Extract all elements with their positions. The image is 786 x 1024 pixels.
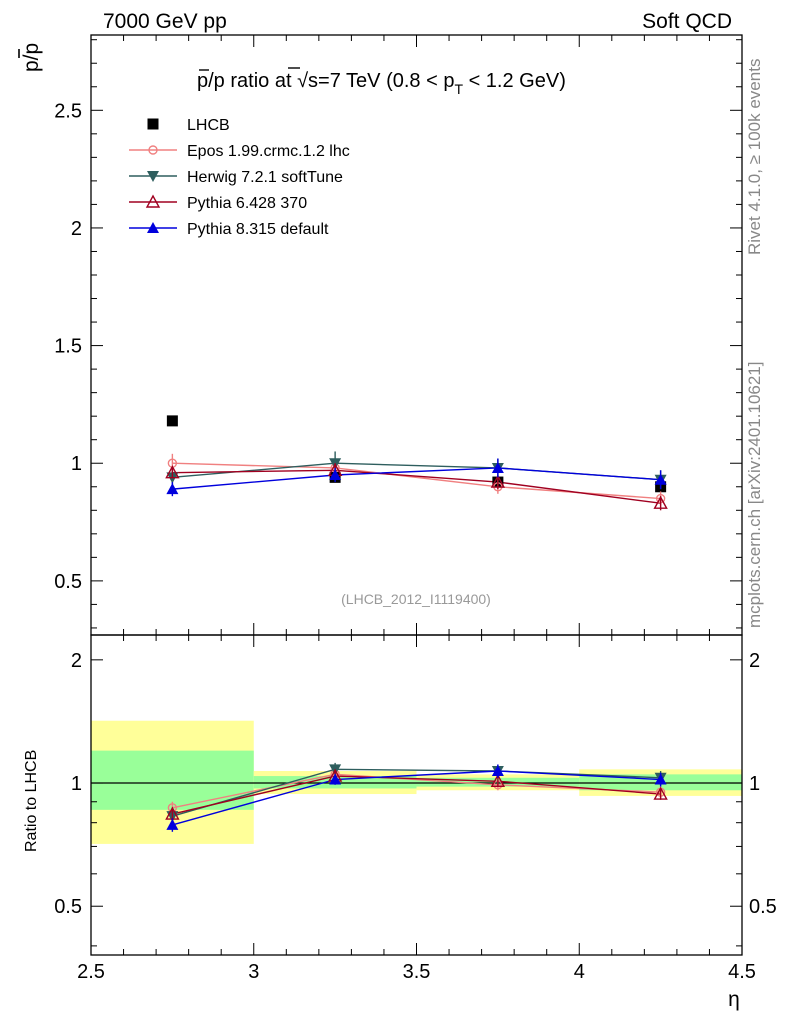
legend-epos-label: Epos 1.99.crmc.1.2 lhc xyxy=(187,143,350,160)
main-y-tick-label-1: 1 xyxy=(71,453,82,475)
main-pythia6-line xyxy=(172,469,661,504)
xlabel: η xyxy=(728,988,740,1011)
x-tick-label-1: 3 xyxy=(248,961,259,983)
ratio-pythia8-point-2 xyxy=(491,765,504,777)
main-pythia8-point-3 xyxy=(654,473,667,485)
ratio-pythia6-point-3 xyxy=(653,786,668,800)
ratio-epos-line xyxy=(172,773,661,809)
x-tick-label-2: 3.5 xyxy=(403,961,431,983)
ratio-y-tick-label-left-2: 2 xyxy=(71,650,82,672)
main-y-tick-label-3: 2 xyxy=(71,218,82,240)
main-pythia8-point-0 xyxy=(166,483,179,495)
main-lhcb-point-0 xyxy=(166,415,178,427)
main-y-tick-label-2: 1.5 xyxy=(54,336,82,358)
ratio-herwig-line xyxy=(172,768,661,817)
rivet-version-label: Rivet 4.1.0, ≥ 100k events xyxy=(745,59,764,255)
ratio-pythia8-point-3 xyxy=(654,773,667,785)
main-ylabel: p/p xyxy=(20,43,43,72)
x-tick-label-4: 4.5 xyxy=(728,961,756,983)
legend-epos-marker xyxy=(148,145,158,155)
ratio-pythia8-line xyxy=(172,770,661,826)
x-tick-label-3: 4 xyxy=(574,961,585,983)
x-tick-label-0: 2.5 xyxy=(77,961,105,983)
legend-lhcb-label: LHCB xyxy=(187,117,230,134)
legend-pythia8-marker xyxy=(147,222,159,233)
main-pythia6-point-3 xyxy=(653,495,668,509)
ratio-pythia6-point-2 xyxy=(490,773,506,787)
ratio-y-tick-label-left-1: 1 xyxy=(71,773,82,795)
header-left: 7000 GeV pp xyxy=(103,10,227,33)
ratio-y-tick-label-right-0: 0.5 xyxy=(749,896,777,918)
legend-pythia8-label: Pythia 8.315 default xyxy=(187,221,329,238)
ratio-y-tick-label-left-0: 0.5 xyxy=(54,896,82,918)
ratio-y-tick-label-right-2: 2 xyxy=(749,650,760,672)
ratio-y-tick-label-right-1: 1 xyxy=(749,773,760,795)
ratio-pythia8-point-0 xyxy=(166,818,179,830)
main-y-tick-label-0: 0.5 xyxy=(54,571,82,593)
main-y-tick-label-4: 2.5 xyxy=(54,100,82,122)
analysis-watermark: (LHCB_2012_I1119400) xyxy=(341,591,491,607)
chart-title: p/p ratio at √s=7 TeV (0.8 < pT < 1.2 Ge… xyxy=(197,70,566,97)
main-pythia6-point-2 xyxy=(490,474,506,488)
legend-lhcb-marker xyxy=(147,118,159,130)
ratio-pythia8-point-1 xyxy=(329,773,342,785)
main-pythia6-point-0 xyxy=(165,465,180,479)
ratio-ylabel: Ratio to LHCB xyxy=(23,750,40,852)
legend-herwig-label: Herwig 7.2.1 softTune xyxy=(187,169,343,186)
main-pythia8-point-1 xyxy=(329,469,342,480)
legend-herwig-marker xyxy=(147,171,159,182)
header-right: Soft QCD xyxy=(642,10,732,33)
mcplots-label: mcplots.cern.ch [arXiv:2401.10621] xyxy=(745,362,764,628)
legend-pythia6-label: Pythia 6.428 370 xyxy=(187,195,307,212)
main-pythia8-line xyxy=(172,467,661,490)
main-pythia8-point-2 xyxy=(491,461,504,473)
ratio-pythia6-line xyxy=(172,775,661,815)
legend-pythia6-marker xyxy=(145,194,161,208)
